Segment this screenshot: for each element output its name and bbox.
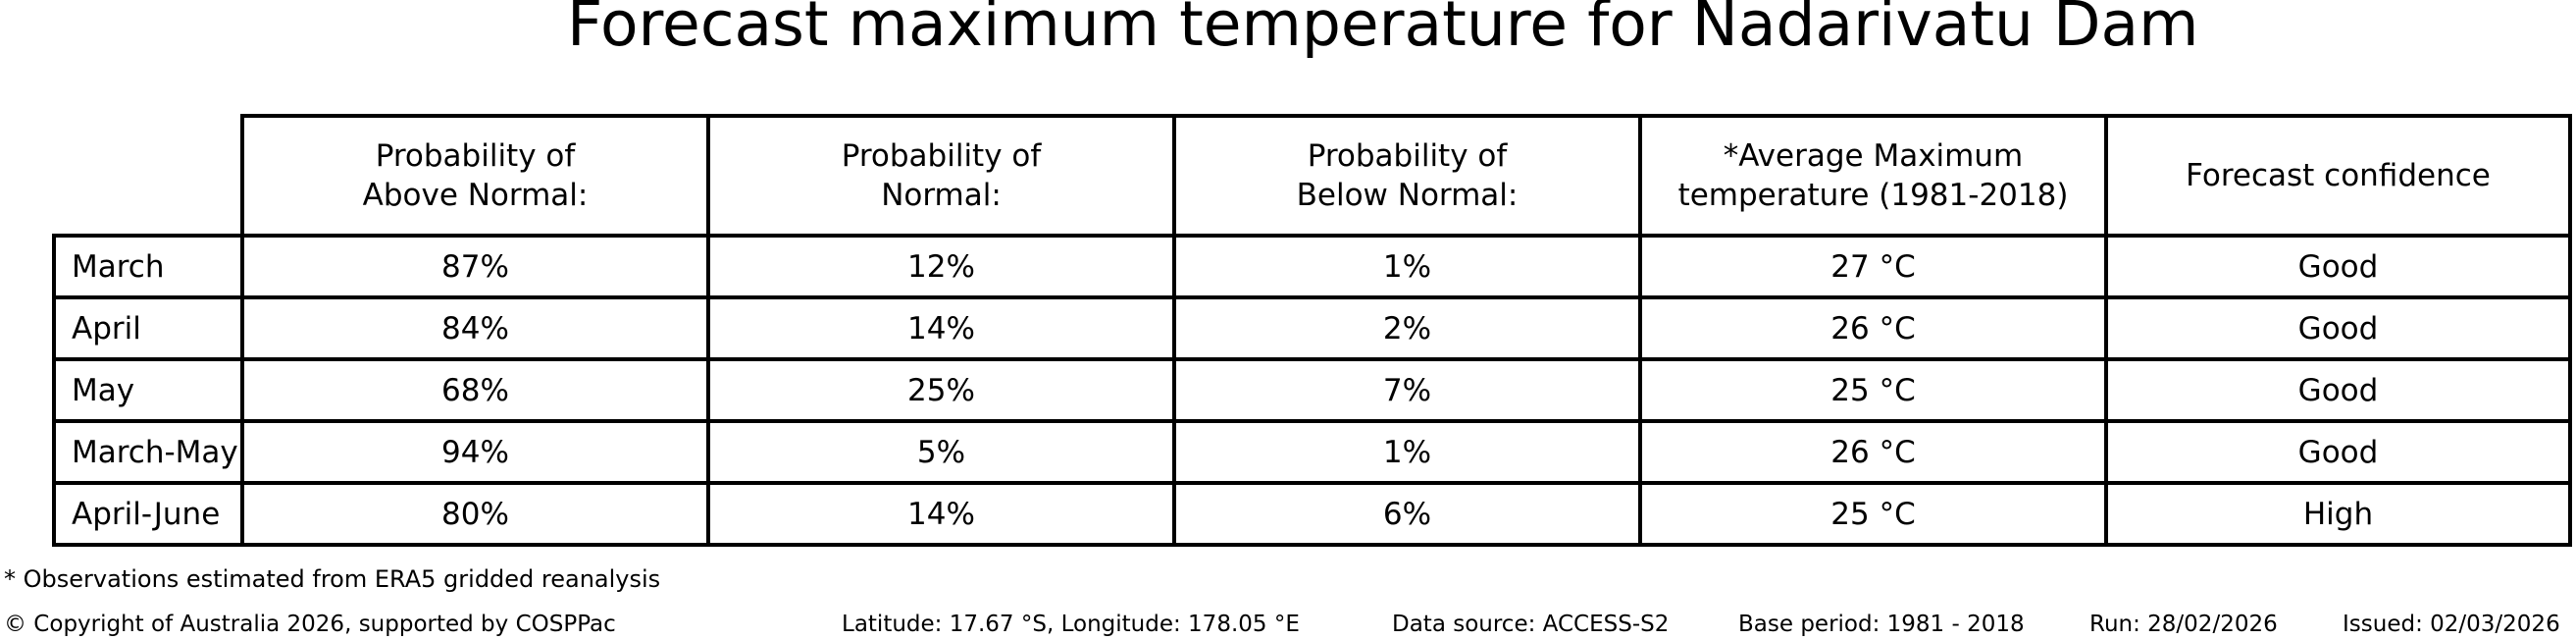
table-cell: High (2104, 481, 2572, 547)
observations-footnote: * Observations estimated from ERA5 gridd… (4, 565, 661, 593)
table-cell: 94% (240, 419, 710, 485)
table-cell: 12% (706, 234, 1176, 299)
table-row: April 84% 14% 2% 26 °C Good (52, 295, 2572, 361)
table-cell: 14% (706, 481, 1176, 547)
copyright-text: © Copyright of Australia 2026, supported… (4, 612, 616, 637)
corner-cell (54, 116, 242, 236)
table-row: March-May 94% 5% 1% 26 °C Good (52, 419, 2572, 485)
table-cell: 1% (1172, 234, 1642, 299)
run-date-text: Run: 28/02/2026 (2089, 612, 2278, 637)
table-cell: 80% (240, 481, 710, 547)
column-header-forecast-confidence: Forecast confidence (2104, 114, 2572, 238)
column-header-normal: Probability of Normal: (706, 114, 1176, 238)
table-cell: 84% (240, 295, 710, 361)
column-header-above-normal: Probability of Above Normal: (240, 114, 710, 238)
row-label: May (52, 357, 244, 423)
location-coordinates: Latitude: 17.67 °S, Longitude: 178.05 °E (842, 612, 1300, 637)
table-cell: 87% (240, 234, 710, 299)
table-cell: 1% (1172, 419, 1642, 485)
row-label: March (52, 234, 244, 299)
table-cell: Good (2104, 357, 2572, 423)
table-header-row: Probability of Above Normal: Probability… (54, 114, 2572, 238)
table-cell: Good (2104, 419, 2572, 485)
table-cell: 25% (706, 357, 1176, 423)
issued-date-text: Issued: 02/03/2026 (2343, 612, 2560, 637)
column-header-avg-max-temp: *Average Maximum temperature (1981-2018) (1638, 114, 2108, 238)
table-cell: 5% (706, 419, 1176, 485)
data-source-text: Data source: ACCESS-S2 (1392, 612, 1670, 637)
table-cell: 14% (706, 295, 1176, 361)
base-period-text: Base period: 1981 - 2018 (1738, 612, 2025, 637)
table-row: April-June 80% 14% 6% 25 °C High (52, 481, 2572, 547)
column-header-below-normal: Probability of Below Normal: (1172, 114, 1642, 238)
row-label: March-May (52, 419, 244, 485)
table-cell: 25 °C (1638, 481, 2108, 547)
table-row: May 68% 25% 7% 25 °C Good (52, 357, 2572, 423)
table-cell: Good (2104, 295, 2572, 361)
table-cell: 25 °C (1638, 357, 2108, 423)
table-row: March 87% 12% 1% 27 °C Good (52, 234, 2572, 299)
table-cell: 27 °C (1638, 234, 2108, 299)
table-cell: 6% (1172, 481, 1642, 547)
forecast-table: Probability of Above Normal: Probability… (52, 114, 2572, 547)
figure-title: Forecast maximum temperature for Nadariv… (567, 0, 2199, 60)
table-cell: 68% (240, 357, 710, 423)
table-cell: 26 °C (1638, 295, 2108, 361)
table-cell: 2% (1172, 295, 1642, 361)
table-cell: Good (2104, 234, 2572, 299)
table-cell: 7% (1172, 357, 1642, 423)
row-label: April (52, 295, 244, 361)
row-label: April-June (52, 481, 244, 547)
table-cell: 26 °C (1638, 419, 2108, 485)
